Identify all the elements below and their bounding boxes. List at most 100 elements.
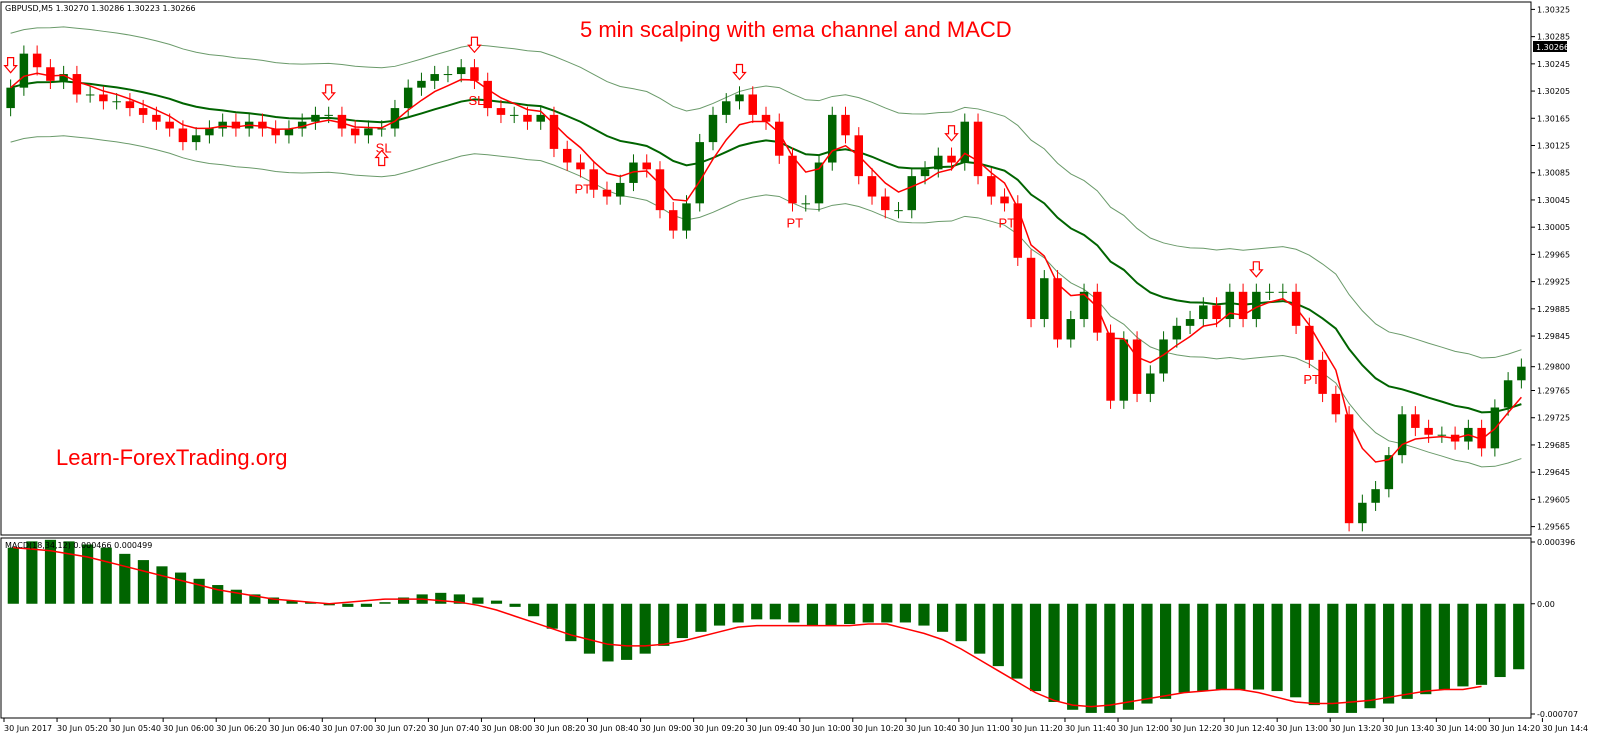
price-tick-label: 1.30005 [1537, 223, 1570, 232]
macd-histogram-bar [1420, 603, 1432, 695]
candle-body [934, 155, 943, 170]
macd-axis: 0.000396 0.00 -0.000707 [1531, 538, 1578, 719]
candle-body [761, 114, 771, 122]
hollow-down-arrow-icon [467, 36, 482, 54]
hollow-down-arrow-icon [1249, 261, 1264, 278]
price-axis: 1.30325 1.30285 1.30245 1.30205 1.30165 1.301… [1531, 5, 1570, 532]
candle-body [311, 114, 320, 122]
time-tick-label: 30 Jun 08:40 [588, 724, 639, 733]
macd-histogram-bar [1494, 603, 1506, 678]
price-tick-label: 1.29565 [1537, 523, 1570, 532]
time-tick-label: 30 Jun 09:40 [747, 724, 798, 733]
price-tick-label: 1.30085 [1537, 169, 1570, 178]
macd-histogram-bar [1345, 603, 1358, 713]
time-tick-label: 30 Jun 05:20 [57, 724, 108, 733]
candle-body [841, 114, 850, 136]
macd-histogram-bar [1252, 603, 1265, 690]
candle-body [59, 74, 68, 81]
price-tick-label: 1.29925 [1537, 278, 1570, 287]
time-tick-label: 30 Jun 14:4 [1542, 724, 1588, 733]
candle-body [1106, 332, 1115, 401]
macd-histogram-bar [1308, 603, 1320, 706]
candle-body [814, 162, 824, 204]
candle-body [960, 121, 970, 163]
candle-body [1265, 291, 1274, 293]
price-header: GBPUSD,M5 1.30270 1.30286 1.30223 1.3026… [5, 4, 196, 13]
macd-histogram-bar [453, 594, 465, 604]
candle-body [1013, 203, 1023, 258]
candle-body [987, 176, 996, 197]
candle-body [1503, 380, 1513, 408]
price-tick-label: 1.29685 [1537, 441, 1570, 450]
price-tick-label: 1.30205 [1537, 87, 1570, 96]
candle-body [615, 182, 625, 197]
price-tick-label: 1.30125 [1537, 142, 1570, 151]
candle-body [801, 203, 810, 205]
macd-histogram-bar [323, 603, 335, 606]
macd-histogram-bar [360, 603, 372, 607]
candle-body [549, 114, 559, 149]
macd-histogram-bar [1513, 603, 1525, 670]
candle-body [894, 210, 903, 212]
price-tick-label: 1.29965 [1537, 250, 1570, 259]
macd-histogram-bar [955, 603, 967, 642]
price-tick-label: 1.29800 [1537, 363, 1570, 372]
candle-body [629, 162, 638, 183]
macd-histogram-bar [713, 603, 726, 626]
macd-histogram-bar [565, 603, 577, 642]
candle-body [655, 169, 665, 211]
hollow-down-arrow-icon [732, 63, 747, 81]
price-plot: SL SL PT PT PT PT [3, 26, 1526, 532]
candle-body [496, 108, 506, 115]
candle-body [125, 101, 135, 109]
time-tick-label: 30 Jun 10:00 [800, 724, 851, 733]
chart-title: 5 min scalping with ema channel and MACD [580, 17, 1012, 42]
macd-histogram-bar [137, 560, 149, 604]
macd-histogram-bar [1197, 603, 1209, 692]
macd-histogram-bar [1178, 603, 1190, 693]
macd-histogram-bar [528, 603, 540, 617]
macd-histogram-bar [82, 544, 94, 604]
time-tick-label: 30 Jun 07:40 [428, 724, 479, 733]
macd-histogram-bar [639, 603, 651, 654]
macd-histogram-bar [1160, 603, 1172, 699]
candle-body [1278, 291, 1288, 293]
candle-body [973, 121, 983, 177]
candle-body [748, 94, 757, 115]
time-tick-label: 30 Jun 06:00 [163, 724, 214, 733]
price-tick-label: 1.30285 [1537, 33, 1570, 42]
time-tick-label: 30 Jun 11:40 [1065, 724, 1116, 733]
hollow-down-arrow-icon [3, 57, 18, 74]
candle-body [695, 142, 704, 204]
candle-body [350, 128, 360, 136]
candle-body [1238, 291, 1248, 320]
time-tick-label: 30 Jun 11:00 [959, 724, 1010, 733]
candle-body [1305, 325, 1314, 360]
candle-body [271, 128, 280, 136]
candle-body [191, 135, 201, 143]
macd-histogram-bar [1327, 603, 1339, 713]
candle-body [1212, 305, 1221, 320]
price-tick-label: 1.30245 [1537, 60, 1570, 69]
macd-histogram-bar [472, 597, 484, 604]
macd-histogram-bar [212, 585, 224, 604]
candle-body [456, 67, 466, 75]
lower-channel-line [10, 135, 1522, 468]
ema-fast-line [10, 72, 1522, 463]
macd-histogram-bar [751, 603, 763, 620]
candle-body [682, 203, 691, 231]
macd-histogram-bar [1383, 603, 1395, 704]
time-tick-label: 30 Jun 11:20 [1012, 724, 1063, 733]
macd-histogram-bar [1457, 603, 1469, 687]
hollow-down-arrow-icon [321, 84, 336, 101]
candle-body [668, 210, 678, 231]
macd-histogram-bar [1011, 603, 1023, 679]
macd-histogram-bar [342, 603, 354, 607]
macd-histogram-bar [1141, 603, 1153, 704]
macd-histogram-bar [100, 547, 112, 604]
candle-body [1331, 393, 1341, 415]
macd-histogram-bar [844, 603, 856, 625]
macd-tick-label: 0.000396 [1537, 538, 1575, 547]
macd-histogram-bar [1401, 603, 1413, 699]
